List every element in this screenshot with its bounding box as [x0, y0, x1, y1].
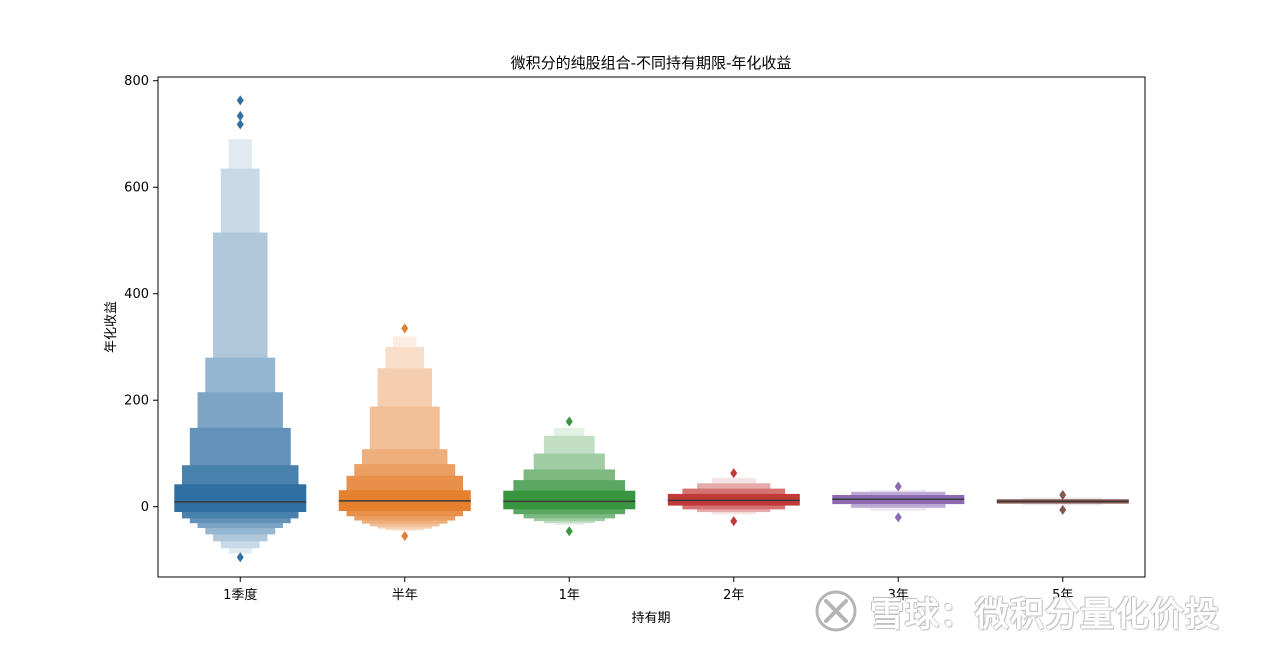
watermark: 雪球：微积分量化价投	[812, 586, 1252, 636]
outlier-point	[236, 110, 244, 121]
watermark-text: 雪球：微积分量化价投	[870, 594, 1220, 635]
outlier-point	[401, 323, 409, 334]
y-axis-label: 年化收益	[104, 301, 119, 353]
x-tick-label: 5年	[1052, 588, 1073, 603]
outlier-point	[236, 552, 244, 563]
boxen-group	[996, 489, 1129, 515]
x-tick-label: 1年	[559, 588, 580, 603]
x-tick-label: 3年	[888, 588, 909, 603]
boxen-group	[667, 468, 800, 527]
boxen-box	[503, 490, 636, 510]
outlier-point	[565, 526, 573, 537]
outlier-point	[894, 481, 902, 492]
y-axis: 0 200 400 600 800	[124, 74, 158, 515]
y-tick-label: 200	[124, 394, 149, 409]
outlier-point	[730, 468, 738, 479]
outlier-point	[730, 516, 738, 527]
boxen-plot-area	[174, 95, 1129, 563]
outlier-point	[236, 95, 244, 106]
boxen-group	[174, 95, 307, 563]
boxen-group	[832, 481, 965, 523]
outlier-point	[1059, 489, 1067, 500]
x-tick-label: 1季度	[223, 587, 257, 603]
chart-title: 微积分的纯股组合-不同持有期限-年化收益	[511, 54, 792, 72]
y-tick-label: 800	[124, 74, 149, 89]
boxen-group	[503, 416, 636, 537]
x-axis-label: 持有期	[631, 611, 670, 626]
boxen-group	[338, 323, 471, 541]
x-tick-label: 半年	[392, 588, 418, 603]
x-axis: 1季度 半年 1年 2年 3年 5年	[223, 577, 1073, 603]
x-tick-label: 2年	[723, 588, 744, 603]
outlier-point	[401, 530, 409, 541]
y-tick-label: 0	[141, 500, 149, 515]
y-tick-label: 400	[124, 287, 149, 302]
boxen-box	[174, 484, 307, 512]
outlier-point	[565, 416, 573, 427]
snowball-logo-icon	[815, 590, 857, 632]
y-tick-label: 600	[124, 181, 149, 196]
outlier-point	[236, 119, 244, 130]
plot-frame	[157, 76, 1146, 578]
outlier-point	[894, 512, 902, 523]
outlier-point	[1059, 504, 1067, 515]
